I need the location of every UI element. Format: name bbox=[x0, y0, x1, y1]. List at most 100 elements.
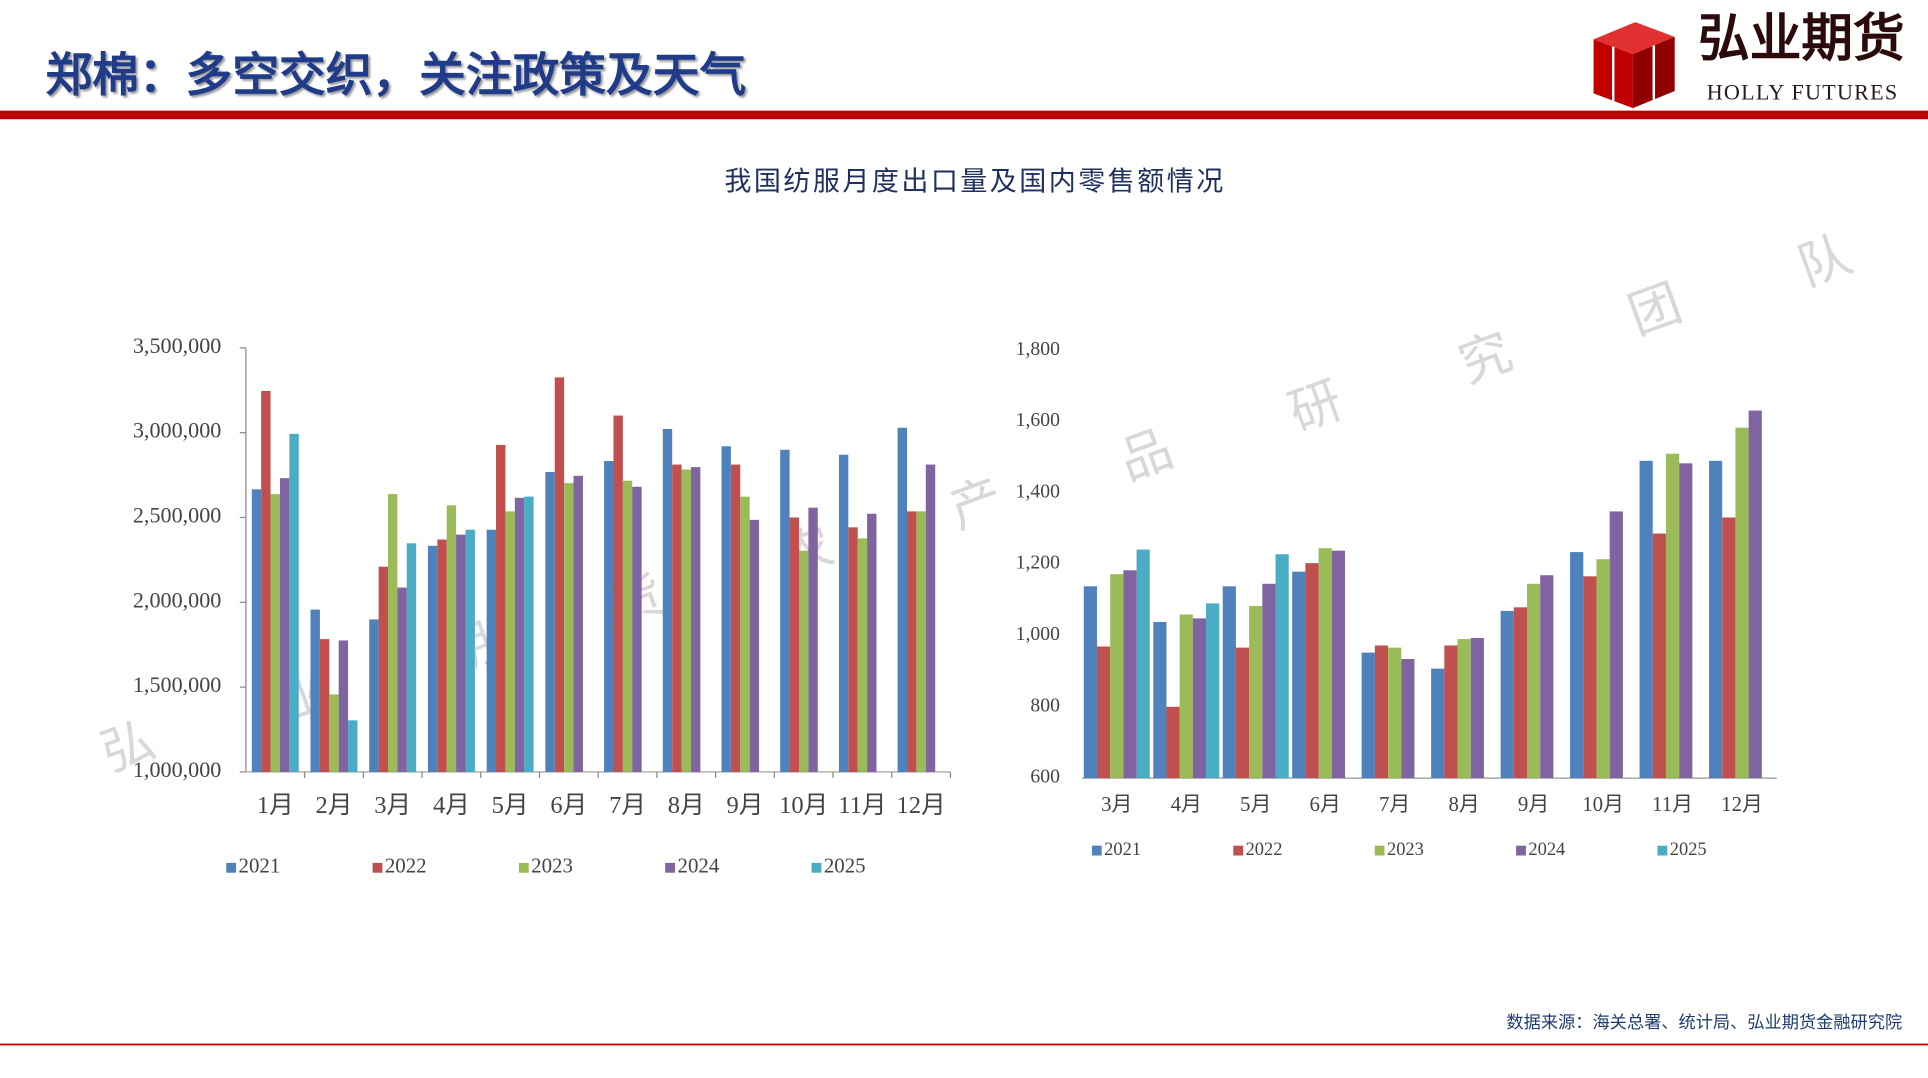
legend-label: 2025 bbox=[1670, 839, 1707, 859]
bar bbox=[613, 415, 623, 772]
y-tick-label: 800 bbox=[1030, 694, 1060, 716]
bar bbox=[730, 464, 741, 772]
legend-swatch bbox=[226, 862, 237, 873]
bar bbox=[1222, 586, 1236, 779]
x-tick-label: 10月 bbox=[1582, 792, 1624, 816]
legend-swatch bbox=[1233, 845, 1244, 856]
bar bbox=[1722, 517, 1736, 779]
bar bbox=[916, 511, 926, 772]
legend-label: 2022 bbox=[1246, 839, 1283, 859]
bar bbox=[1709, 460, 1723, 779]
bar bbox=[348, 720, 358, 772]
bar bbox=[1527, 583, 1541, 779]
legend-label: 2023 bbox=[531, 854, 573, 878]
bar bbox=[427, 545, 438, 772]
bar bbox=[1292, 571, 1306, 779]
x-tick-label: 6月 bbox=[550, 792, 587, 819]
bar bbox=[505, 511, 515, 772]
legend-label: 2021 bbox=[239, 854, 281, 878]
legend-swatch bbox=[1516, 845, 1526, 856]
bar bbox=[1679, 463, 1693, 779]
legend-swatch bbox=[518, 862, 529, 873]
bar bbox=[397, 587, 407, 772]
bar bbox=[838, 454, 849, 772]
bar bbox=[1249, 605, 1263, 779]
legend-label: 2024 bbox=[1528, 839, 1565, 859]
y-tick-label: 1,000,000 bbox=[133, 757, 221, 782]
legend-swatch bbox=[1657, 845, 1668, 856]
bar bbox=[672, 464, 682, 772]
x-tick-label: 7月 bbox=[1379, 792, 1410, 816]
bar bbox=[564, 483, 574, 772]
bar bbox=[261, 390, 271, 772]
bar bbox=[1652, 533, 1666, 779]
bar bbox=[780, 449, 790, 772]
bar bbox=[1470, 637, 1484, 779]
chart-title: 我国纺服月度出口量及国内零售额情况 bbox=[724, 167, 1225, 197]
bar bbox=[925, 464, 936, 772]
bar bbox=[437, 539, 447, 772]
bar bbox=[622, 480, 633, 772]
bar bbox=[1431, 668, 1445, 779]
legend-label: 2024 bbox=[678, 854, 720, 878]
bar bbox=[1583, 576, 1597, 779]
bar bbox=[857, 538, 868, 772]
bar bbox=[1331, 550, 1345, 779]
bar bbox=[848, 527, 858, 772]
bar bbox=[1570, 552, 1584, 779]
y-tick-label: 1,600 bbox=[1016, 409, 1060, 431]
bar bbox=[907, 511, 917, 772]
bar bbox=[378, 566, 389, 772]
x-tick-label: 11月 bbox=[1652, 792, 1693, 816]
x-tick-label: 10月 bbox=[779, 792, 828, 819]
bar bbox=[1500, 610, 1514, 779]
legend-swatch bbox=[665, 862, 676, 873]
bar bbox=[1153, 621, 1167, 779]
bar bbox=[604, 461, 614, 772]
logo-cn: 弘业期货 bbox=[1698, 11, 1905, 68]
bar bbox=[1361, 652, 1375, 779]
bar bbox=[1318, 548, 1332, 779]
x-tick-label: 11月 bbox=[838, 792, 886, 819]
bar bbox=[1401, 659, 1415, 779]
x-tick-label: 12月 bbox=[1721, 792, 1763, 816]
x-tick-label: 3月 bbox=[374, 792, 411, 819]
bar bbox=[1275, 554, 1289, 779]
footer-rule bbox=[0, 1043, 1928, 1046]
y-tick-label: 600 bbox=[1030, 766, 1060, 788]
x-tick-label: 12月 bbox=[897, 792, 946, 819]
x-tick-label: 5月 bbox=[492, 792, 529, 819]
bar bbox=[1748, 410, 1762, 779]
bar bbox=[319, 639, 330, 772]
x-tick-label: 2月 bbox=[316, 792, 353, 819]
legend-label: 2025 bbox=[824, 854, 866, 878]
header-rule bbox=[0, 110, 1928, 120]
x-tick-label: 4月 bbox=[433, 792, 470, 819]
y-tick-label: 1,200 bbox=[1016, 552, 1060, 574]
bar bbox=[1083, 586, 1097, 779]
bar bbox=[496, 444, 506, 772]
y-tick-label: 1,500,000 bbox=[133, 672, 221, 697]
bar bbox=[1457, 639, 1471, 779]
watermark-char: 研 bbox=[1281, 370, 1350, 444]
legend-swatch bbox=[1374, 845, 1385, 856]
x-tick-label: 9月 bbox=[727, 792, 764, 819]
watermark-char: 产 bbox=[942, 467, 1011, 541]
watermark-char: 队 bbox=[1790, 224, 1859, 298]
y-tick-label: 2,000,000 bbox=[133, 587, 221, 612]
x-tick-label: 9月 bbox=[1518, 792, 1549, 816]
bar bbox=[329, 694, 339, 772]
bar bbox=[465, 529, 475, 772]
bar bbox=[279, 478, 290, 772]
bar bbox=[338, 640, 349, 772]
x-tick-label: 5月 bbox=[1240, 792, 1271, 816]
bar bbox=[1262, 583, 1276, 779]
x-tick-label: 6月 bbox=[1310, 792, 1341, 816]
watermark-char: 品 bbox=[1112, 419, 1181, 493]
bar bbox=[554, 377, 565, 772]
bar bbox=[1110, 574, 1124, 779]
bar bbox=[1639, 460, 1653, 779]
x-tick-label: 7月 bbox=[609, 792, 646, 819]
legend-swatch bbox=[811, 862, 822, 873]
